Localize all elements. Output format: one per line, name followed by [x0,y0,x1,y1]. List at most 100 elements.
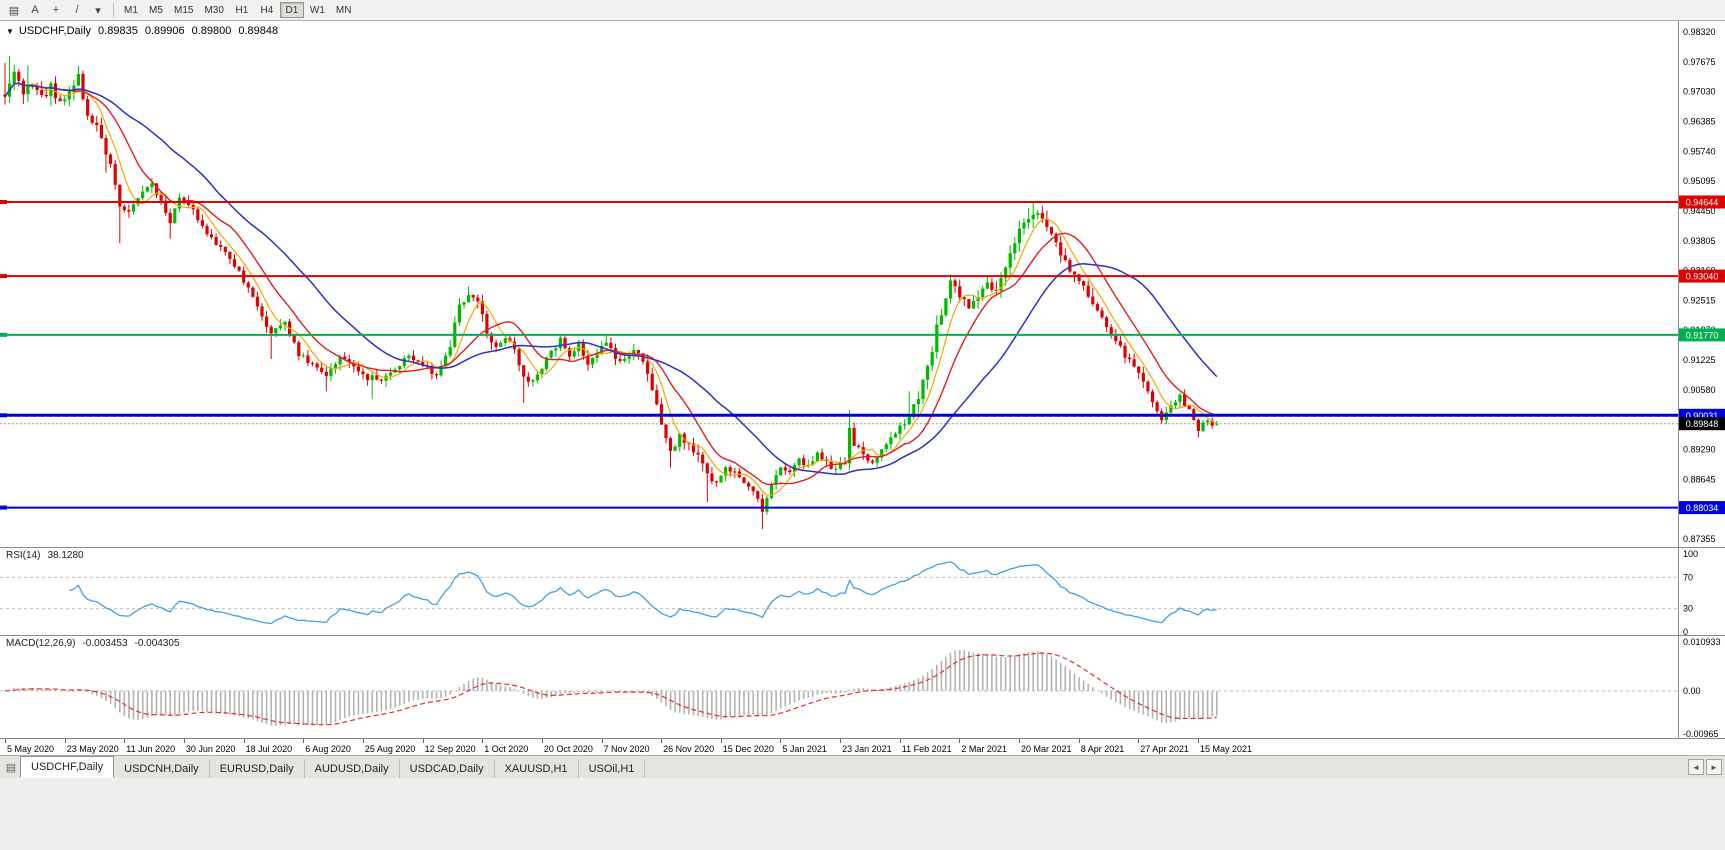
time-axis-label: 1 Oct 2020 [484,744,529,754]
chart-tabs-bar: ▤ USDCHF,Daily USDCNH,Daily EURUSD,Daily AU… [0,755,1725,778]
charts-grid-icon[interactable]: ▤ [8,4,20,17]
time-axis[interactable]: 5 May 2020 23 May 2020 11 Jun 2020 30 Jun 2… [0,738,1725,755]
tab-scroll-right-icon[interactable]: ► [1706,759,1722,775]
chart-tool-icons: ▤ A + / ▾ [4,2,108,19]
time-axis-label: 5 May 2020 [7,744,55,754]
collapse-triangle-icon[interactable]: ▼ [6,26,14,36]
rsi-name-label: RSI(14) [6,550,41,561]
timeframe-button-d1[interactable]: D1 [279,2,304,18]
time-axis-tick [482,739,484,743]
svg-text:0.00: 0.00 [1683,686,1701,696]
cursor-tool-icon[interactable]: A [31,4,39,16]
svg-text:0.97030: 0.97030 [1683,87,1716,97]
time-axis-tick [243,739,245,743]
top-toolbar: ▤ A + / ▾ M1 M5 M15 M30 H1 H4 D1 W1 MN [0,0,1725,21]
tab-usdcad-daily[interactable]: USDCAD,Daily [400,759,495,778]
bottom-workspace [0,778,1725,850]
tab-usdcnh-daily[interactable]: USDCNH,Daily [114,759,210,778]
crosshair-tool-icon[interactable]: + [52,4,60,16]
macd-name-label: MACD(12,26,9) [6,638,76,649]
svg-text:0.90580: 0.90580 [1683,385,1716,395]
timeframe-button-w1[interactable]: W1 [309,4,325,16]
time-axis-tick [541,739,543,743]
rsi-canvas[interactable]: 100 70 30 0 [0,548,1725,636]
svg-text:0.89848: 0.89848 [1686,419,1719,429]
rsi-indicator-panel: 100 70 30 0 RSI(14) 38.1280 [0,547,1725,636]
svg-text:0.90031: 0.90031 [1686,411,1719,421]
svg-text:0.87355: 0.87355 [1683,534,1716,544]
chart-tabs: USDCHF,Daily USDCNH,Daily EURUSD,Daily AUDU… [20,756,646,778]
svg-text:0.96385: 0.96385 [1683,117,1716,127]
time-axis-tick [362,739,364,743]
svg-text:0.95095: 0.95095 [1683,176,1716,186]
svg-text:0.89290: 0.89290 [1683,445,1716,455]
macd-canvas[interactable]: 0.010933 0.00 -0.00965 [0,636,1725,739]
svg-text:0.92515: 0.92515 [1683,295,1716,305]
time-axis-tick [422,739,424,743]
time-axis-tick [5,739,6,743]
tab-usoil-h1[interactable]: USOil,H1 [579,759,646,778]
time-axis-label: 26 Nov 2020 [663,744,715,754]
trendline-tool-icon[interactable]: / [75,4,79,16]
time-axis-label: 20 Oct 2020 [543,744,593,754]
chart-symbol-label: USDCHF,Daily [18,25,92,37]
chart-open-value: 0.89835 [98,25,138,37]
time-axis-label: 12 Sep 2020 [424,744,476,754]
tabbar-charts-icon[interactable]: ▤ [5,762,17,774]
svg-text:0.88034: 0.88034 [1686,503,1719,513]
chart-close-value: 0.89848 [238,25,279,37]
price-chart-canvas[interactable]: 0.98320 0.97675 0.97030 0.96385 0.95740 0.950… [0,21,1725,547]
time-axis-tick [780,739,782,743]
svg-text:0.93040: 0.93040 [1686,272,1719,282]
svg-text:0: 0 [1683,627,1688,636]
svg-text:0.95740: 0.95740 [1683,146,1716,156]
time-axis-tick [899,739,901,743]
time-axis-tick [303,739,305,743]
time-axis-label: 11 Feb 2021 [901,744,952,754]
time-axis-label: 15 Dec 2020 [722,744,774,754]
tab-scroll-buttons: ◄ ► [1688,759,1722,775]
svg-text:-0.00965: -0.00965 [1683,729,1719,739]
time-axis-tick [601,739,603,743]
time-axis-label: 20 Mar 2021 [1021,744,1072,754]
svg-text:0.98320: 0.98320 [1683,27,1716,37]
timeframe-button-m5[interactable]: M5 [149,4,163,16]
svg-text:0.91770: 0.91770 [1686,330,1719,340]
timeframe-button-h1[interactable]: H1 [235,4,249,16]
time-axis-tick [124,739,126,743]
time-axis-label: 27 Apr 2021 [1140,744,1189,754]
time-axis-tick [64,739,66,743]
time-axis-label: 5 Jan 2021 [782,744,827,754]
time-axis-tick [1198,739,1199,743]
timeframe-button-h4[interactable]: H4 [260,4,274,16]
time-axis-label: 8 Apr 2021 [1080,744,1125,754]
svg-text:30: 30 [1683,604,1693,614]
time-axis-label: 23 May 2020 [66,744,119,754]
macd-indicator-panel: 0.010933 0.00 -0.00965 MACD(12,26,9) -0.00… [0,635,1725,739]
tab-eurusd-daily[interactable]: EURUSD,Daily [210,759,305,778]
svg-text:70: 70 [1683,572,1693,582]
tab-scroll-left-icon[interactable]: ◄ [1688,759,1704,775]
timeframe-button-m30[interactable]: M30 [204,4,224,16]
timeframe-button-m15[interactable]: M15 [174,4,194,16]
tab-xauusd-h1[interactable]: XAUUSD,H1 [495,759,579,778]
toolbar-separator [113,3,114,17]
tab-usdchf-daily[interactable]: USDCHF,Daily [20,756,115,778]
time-axis-label: 18 Jul 2020 [245,744,293,754]
time-axis-label: 11 Jun 2020 [126,744,176,754]
svg-text:0.93805: 0.93805 [1683,236,1716,246]
tools-dropdown-caret-icon[interactable]: ▾ [95,4,101,17]
time-axis-tick [183,739,185,743]
timeframe-button-mn[interactable]: MN [335,4,352,16]
rsi-value: 38.1280 [47,550,84,561]
time-axis-label: 25 Aug 2020 [364,744,416,754]
time-axis-label: 6 Aug 2020 [305,744,351,754]
svg-text:0.97675: 0.97675 [1683,57,1716,67]
svg-text:0.91225: 0.91225 [1683,355,1716,365]
time-axis-tick [959,739,961,743]
tab-audusd-daily[interactable]: AUDUSD,Daily [305,759,400,778]
timeframe-button-m1[interactable]: M1 [124,4,138,16]
macd-signal-value: -0.004305 [134,638,180,649]
time-axis-label: 7 Nov 2020 [603,744,650,754]
